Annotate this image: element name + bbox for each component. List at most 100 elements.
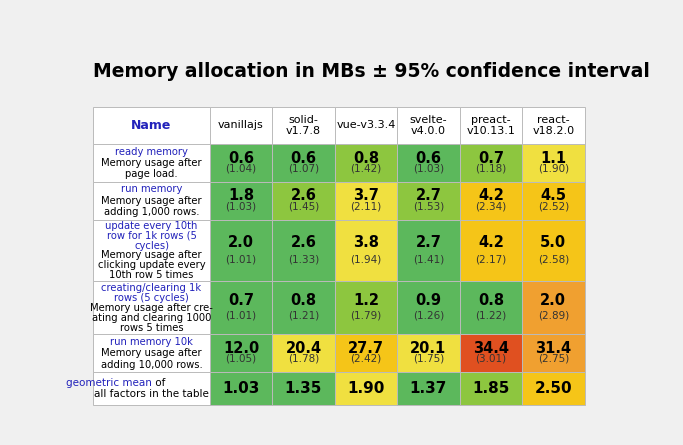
Text: (1.03): (1.03) <box>413 164 444 174</box>
Bar <box>522 144 585 182</box>
Text: creating/clearing 1k: creating/clearing 1k <box>102 283 201 293</box>
Text: 20.4: 20.4 <box>285 341 322 356</box>
Text: ready memory: ready memory <box>115 146 188 157</box>
Text: (2.75): (2.75) <box>538 354 569 364</box>
Text: all factors in the table: all factors in the table <box>94 389 209 399</box>
Bar <box>273 144 335 182</box>
Bar <box>210 334 273 372</box>
Text: 0.7: 0.7 <box>228 293 254 308</box>
Text: 0.6: 0.6 <box>228 151 254 166</box>
Bar <box>335 281 397 334</box>
Text: 2.7: 2.7 <box>415 188 441 203</box>
Text: Name: Name <box>131 119 171 132</box>
Text: 0.8: 0.8 <box>290 293 316 308</box>
Text: (2.89): (2.89) <box>538 311 569 321</box>
Text: 3.8: 3.8 <box>353 235 379 250</box>
Bar <box>397 144 460 182</box>
Text: 4.2: 4.2 <box>478 188 504 203</box>
Text: (2.58): (2.58) <box>538 255 569 265</box>
Bar <box>210 106 273 144</box>
Bar <box>273 182 335 219</box>
Text: Memory usage after: Memory usage after <box>101 251 202 260</box>
Text: 2.50: 2.50 <box>535 381 572 396</box>
Text: 3.7: 3.7 <box>353 188 379 203</box>
Text: 1.35: 1.35 <box>285 381 322 396</box>
Text: 0.9: 0.9 <box>415 293 441 308</box>
Text: Memory usage after: Memory usage after <box>101 348 202 358</box>
Text: 1.8: 1.8 <box>228 188 254 203</box>
Text: (1.03): (1.03) <box>225 202 257 211</box>
Text: 4.5: 4.5 <box>540 188 566 203</box>
Bar <box>522 106 585 144</box>
Text: 1.90: 1.90 <box>347 381 385 396</box>
Text: 0.8: 0.8 <box>478 293 504 308</box>
Bar <box>397 182 460 219</box>
Text: (1.01): (1.01) <box>225 255 257 265</box>
Bar <box>460 372 522 405</box>
Text: (1.33): (1.33) <box>288 255 319 265</box>
Bar <box>460 144 522 182</box>
Text: (1.26): (1.26) <box>413 311 444 321</box>
Text: (1.90): (1.90) <box>538 164 569 174</box>
Bar <box>94 144 210 182</box>
Bar <box>335 182 397 219</box>
Text: rows (5 cycles): rows (5 cycles) <box>114 293 189 303</box>
Text: react-
v18.2.0: react- v18.2.0 <box>532 114 574 136</box>
Text: clicking update every: clicking update every <box>98 260 206 270</box>
Bar <box>335 372 397 405</box>
Text: 1.03: 1.03 <box>222 381 260 396</box>
Bar <box>522 219 585 281</box>
Text: (1.41): (1.41) <box>413 255 444 265</box>
Text: (1.42): (1.42) <box>350 164 382 174</box>
Bar <box>94 106 210 144</box>
Text: (1.79): (1.79) <box>350 311 382 321</box>
Text: 1.37: 1.37 <box>410 381 447 396</box>
Text: adding 1,000 rows.: adding 1,000 rows. <box>104 207 199 217</box>
Text: (1.75): (1.75) <box>413 354 444 364</box>
Bar <box>335 219 397 281</box>
Bar <box>94 281 210 334</box>
Bar <box>94 219 210 281</box>
Text: (1.45): (1.45) <box>288 202 319 211</box>
Text: geometric mean: geometric mean <box>66 378 152 388</box>
Bar <box>335 106 397 144</box>
Bar <box>460 334 522 372</box>
Bar <box>397 334 460 372</box>
Bar <box>460 281 522 334</box>
Text: ating and clearing 1000: ating and clearing 1000 <box>92 313 211 323</box>
Bar <box>397 219 460 281</box>
Text: 27.7: 27.7 <box>348 341 384 356</box>
Text: rows 5 times: rows 5 times <box>120 323 183 333</box>
Bar <box>273 281 335 334</box>
Text: run memory: run memory <box>121 184 182 194</box>
Bar <box>210 219 273 281</box>
Text: (3.01): (3.01) <box>475 354 506 364</box>
Text: row for 1k rows (5: row for 1k rows (5 <box>107 231 197 241</box>
Bar <box>522 372 585 405</box>
Bar <box>94 182 210 219</box>
Text: svelte-
v4.0.0: svelte- v4.0.0 <box>410 114 447 136</box>
Text: 1.85: 1.85 <box>472 381 510 396</box>
Text: (2.17): (2.17) <box>475 255 507 265</box>
Text: 2.0: 2.0 <box>228 235 254 250</box>
Text: Memory usage after: Memory usage after <box>101 158 202 168</box>
Bar <box>273 334 335 372</box>
Text: 31.4: 31.4 <box>535 341 572 356</box>
Bar <box>460 106 522 144</box>
Text: 1.1: 1.1 <box>540 151 566 166</box>
Text: (1.04): (1.04) <box>225 164 257 174</box>
Text: 2.7: 2.7 <box>415 235 441 250</box>
Text: (1.22): (1.22) <box>475 311 507 321</box>
Bar <box>397 372 460 405</box>
Text: preact-
v10.13.1: preact- v10.13.1 <box>466 114 515 136</box>
Text: 34.4: 34.4 <box>473 341 509 356</box>
Text: (1.05): (1.05) <box>225 354 257 364</box>
Text: 12.0: 12.0 <box>223 341 259 356</box>
Bar <box>460 182 522 219</box>
Text: 10th row 5 times: 10th row 5 times <box>109 270 194 280</box>
Text: solid-
v1.7.8: solid- v1.7.8 <box>286 114 321 136</box>
Text: 0.7: 0.7 <box>478 151 504 166</box>
Bar <box>397 281 460 334</box>
Text: (2.52): (2.52) <box>538 202 569 211</box>
Text: (2.34): (2.34) <box>475 202 507 211</box>
